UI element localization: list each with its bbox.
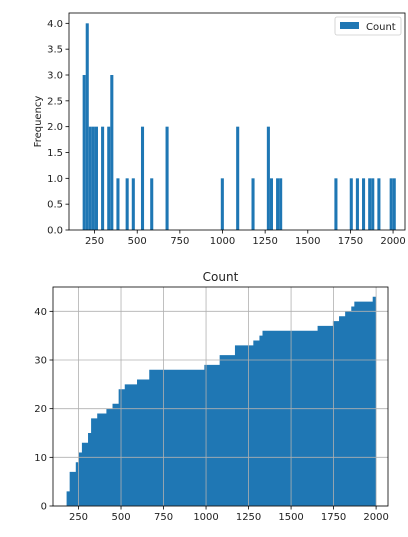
histogram-bar bbox=[368, 178, 372, 230]
y-tick-label: 1.0 bbox=[47, 174, 63, 185]
x-tick-label: 1750 bbox=[338, 236, 363, 247]
histogram-bar bbox=[101, 126, 105, 230]
y-tick-label: 0.5 bbox=[47, 200, 63, 211]
histogram-bar bbox=[266, 126, 270, 230]
y-tick-label: 3.0 bbox=[47, 71, 63, 82]
y-axis-label: Frequency bbox=[33, 96, 44, 148]
y-tick-label: 4.0 bbox=[47, 19, 63, 30]
plot-frame-top bbox=[68, 12, 406, 231]
x-tick-label: 1000 bbox=[193, 512, 218, 523]
histogram-bar bbox=[150, 178, 154, 230]
y-tick-label: 40 bbox=[34, 307, 47, 318]
histogram-bar bbox=[110, 75, 114, 230]
x-tick-label: 1250 bbox=[236, 512, 261, 523]
histogram-bar bbox=[125, 178, 129, 230]
histogram-bar bbox=[116, 178, 120, 230]
x-tick-label: 750 bbox=[170, 236, 189, 247]
histogram-bar bbox=[269, 178, 273, 230]
histogram-bar bbox=[220, 178, 224, 230]
histogram-bar bbox=[107, 126, 111, 230]
histogram-bar bbox=[355, 178, 359, 230]
histogram-bar bbox=[140, 126, 145, 230]
histogram-bar bbox=[377, 178, 381, 230]
x-tick-label: 2000 bbox=[380, 236, 405, 247]
y-tick-label: 2.5 bbox=[47, 96, 63, 107]
y-tick-label: 0.0 bbox=[47, 226, 63, 237]
histogram-bar bbox=[276, 178, 280, 230]
x-tick-label: 1000 bbox=[210, 236, 235, 247]
x-tick-label: 250 bbox=[69, 512, 88, 523]
histogram-bar bbox=[91, 126, 95, 230]
histogram-bar bbox=[334, 178, 338, 230]
y-tick-label: 10 bbox=[34, 453, 47, 464]
y-tick-label: 20 bbox=[34, 404, 47, 415]
x-tick-label: 1750 bbox=[321, 512, 346, 523]
histogram-bar bbox=[236, 126, 240, 230]
x-tick-label: 2000 bbox=[363, 512, 388, 523]
y-tick-label: 0 bbox=[41, 502, 47, 513]
x-tick-label: 1250 bbox=[252, 236, 277, 247]
x-tick-label: 500 bbox=[111, 512, 130, 523]
histogram-bar bbox=[392, 178, 396, 230]
y-tick-label: 1.5 bbox=[47, 148, 63, 159]
histogram-bar bbox=[82, 75, 86, 230]
histogram-bar bbox=[85, 23, 89, 230]
histogram-bar bbox=[371, 178, 375, 230]
histogram-bar bbox=[349, 178, 353, 230]
histogram-bar bbox=[94, 126, 98, 230]
histogram-bar bbox=[88, 126, 92, 230]
y-tick-label: 3.5 bbox=[47, 45, 63, 56]
cumulative-area bbox=[66, 296, 377, 506]
x-tick-label: 750 bbox=[154, 512, 173, 523]
legend-label: Count bbox=[366, 22, 396, 33]
histogram-bar bbox=[165, 126, 169, 230]
histogram-bar bbox=[362, 178, 366, 230]
y-tick-label: 30 bbox=[34, 356, 47, 367]
histogram-bar bbox=[279, 178, 283, 230]
histogram-bar bbox=[251, 178, 255, 230]
plot-frame-bottom bbox=[52, 286, 389, 507]
legend-swatch bbox=[340, 22, 359, 29]
legend-box bbox=[334, 16, 402, 36]
x-tick-label: 1500 bbox=[278, 512, 303, 523]
y-tick-label: 2.0 bbox=[47, 122, 63, 133]
x-tick-label: 250 bbox=[85, 236, 104, 247]
chart-title: Count bbox=[203, 270, 239, 284]
histogram-bar bbox=[389, 178, 393, 230]
histogram-bars bbox=[82, 23, 396, 230]
x-tick-label: 1500 bbox=[295, 236, 320, 247]
histogram-bar bbox=[131, 178, 135, 230]
x-tick-label: 500 bbox=[128, 236, 147, 247]
